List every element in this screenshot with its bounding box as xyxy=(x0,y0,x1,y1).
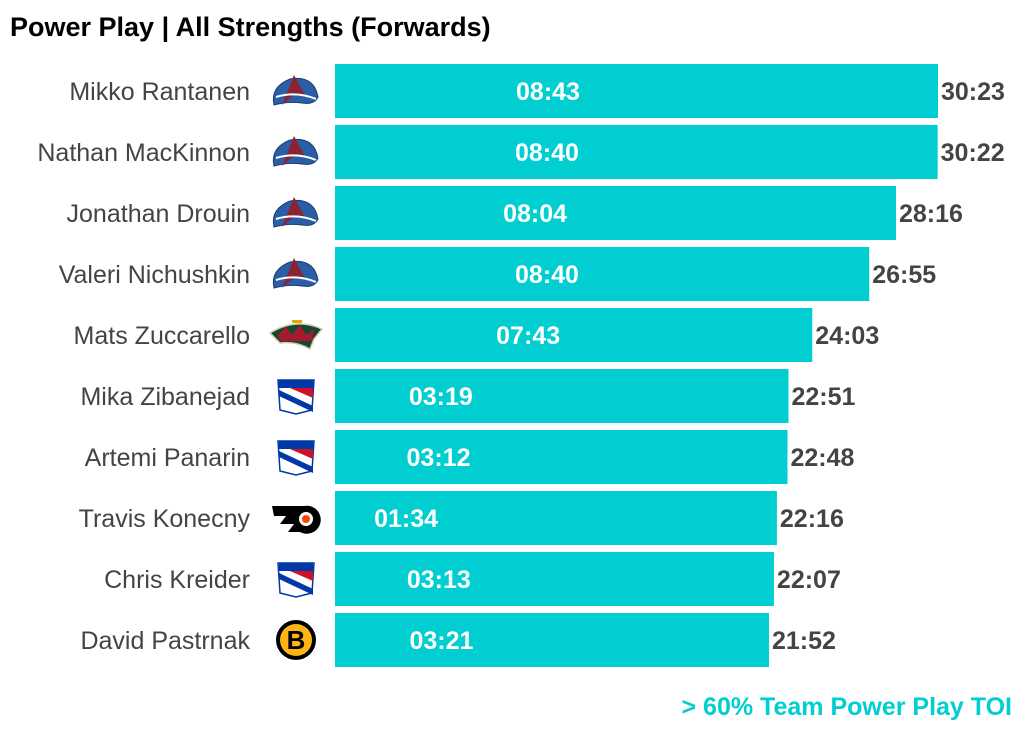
total-value-label: 22:51 xyxy=(791,383,855,411)
inner-value-label: 08:40 xyxy=(515,139,579,167)
bar xyxy=(335,125,938,179)
player-name-label: Chris Kreider xyxy=(104,566,250,594)
bar xyxy=(335,613,769,667)
bar-row: Mikko Rantanen 08:43 30:23 xyxy=(69,64,1005,118)
bar xyxy=(335,308,813,362)
bar-row: Jonathan Drouin 08:04 28:16 xyxy=(67,186,963,240)
bar-row: Nathan MacKinnon 08:40 30:22 xyxy=(37,125,1005,179)
bar xyxy=(335,64,938,118)
bar xyxy=(335,369,789,423)
flyers-logo xyxy=(272,505,321,534)
inner-value-label: 03:19 xyxy=(409,383,473,411)
inner-value-label: 07:43 xyxy=(496,322,560,350)
player-name-label: Artemi Panarin xyxy=(85,444,250,472)
inner-value-label: 03:13 xyxy=(407,566,471,594)
total-value-label: 22:16 xyxy=(780,505,844,533)
player-name-label: Jonathan Drouin xyxy=(67,200,250,228)
total-value-label: 30:23 xyxy=(941,78,1005,106)
player-name-label: Nathan MacKinnon xyxy=(37,139,250,167)
bruins-logo: B xyxy=(276,620,316,660)
bar xyxy=(335,430,788,484)
bar-row: Mika Zibanejad 03:19 22:51 xyxy=(80,369,856,423)
total-value-label: 22:48 xyxy=(790,444,854,472)
inner-value-label: 08:04 xyxy=(503,200,567,228)
chart-footnote: > 60% Team Power Play TOI xyxy=(682,693,1012,721)
player-name-label: Mika Zibanejad xyxy=(80,383,250,411)
avalanche-logo xyxy=(272,136,319,167)
bar-row: Artemi Panarin 03:12 22:48 xyxy=(85,430,855,484)
bar-row: David Pastrnak B 03:21 21:52 xyxy=(80,613,836,667)
bar xyxy=(335,491,777,545)
total-value-label: 24:03 xyxy=(815,322,879,350)
bar xyxy=(335,186,896,240)
chart-title: Power Play | All Strengths (Forwards) xyxy=(10,12,491,42)
bar-row: Travis Konecny 01:34 22:16 xyxy=(79,491,844,545)
bar xyxy=(335,247,870,301)
total-value-label: 30:22 xyxy=(941,139,1005,167)
avalanche-logo xyxy=(272,75,319,106)
player-name-label: Mikko Rantanen xyxy=(69,78,250,106)
inner-value-label: 01:34 xyxy=(374,505,438,533)
inner-value-label: 08:40 xyxy=(515,261,579,289)
rangers-logo xyxy=(277,379,315,415)
total-value-label: 28:16 xyxy=(899,200,963,228)
player-name-label: Mats Zuccarello xyxy=(74,322,250,350)
player-name-label: David Pastrnak xyxy=(80,627,250,655)
total-value-label: 26:55 xyxy=(872,261,936,289)
rangers-logo xyxy=(277,562,315,598)
inner-value-label: 03:12 xyxy=(407,444,471,472)
rangers-logo xyxy=(277,440,315,476)
bar xyxy=(335,552,774,606)
player-name-label: Travis Konecny xyxy=(79,505,251,533)
total-value-label: 21:52 xyxy=(772,627,836,655)
inner-value-label: 08:43 xyxy=(516,78,580,106)
wild-logo xyxy=(268,320,324,351)
bar-row: Mats Zuccarello 07:43 24:03 xyxy=(74,308,879,362)
total-value-label: 22:07 xyxy=(777,566,841,594)
bar-row: Chris Kreider 03:13 22:07 xyxy=(104,552,841,606)
avalanche-logo xyxy=(272,258,319,289)
inner-value-label: 03:21 xyxy=(410,627,474,655)
svg-text:B: B xyxy=(287,625,306,655)
bar-row: Valeri Nichushkin 08:40 26:55 xyxy=(59,247,936,301)
avalanche-logo xyxy=(272,197,319,228)
player-name-label: Valeri Nichushkin xyxy=(59,261,250,289)
bars: Mikko Rantanen 08:43 30:23 Nathan MacKinnon… xyxy=(37,64,1005,667)
